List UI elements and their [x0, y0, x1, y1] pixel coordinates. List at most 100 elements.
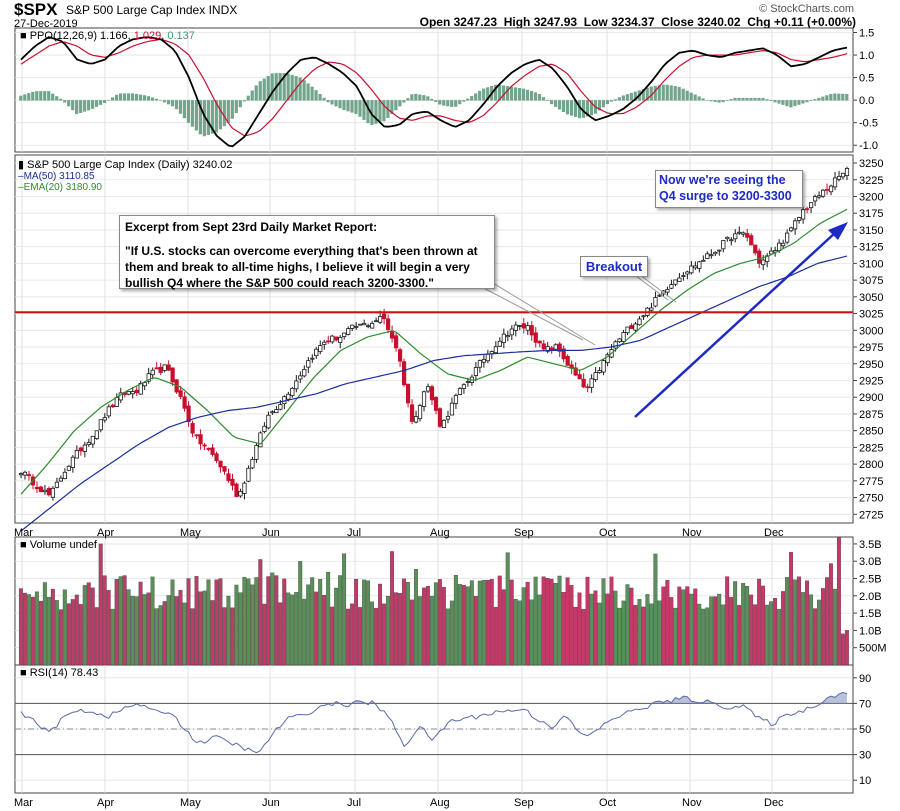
ppo-histogram-bar [617, 97, 621, 101]
volume-bar [433, 582, 438, 666]
y-tick-label: 3.0B [859, 556, 882, 568]
volume-bar [749, 594, 754, 666]
candle-body [685, 271, 690, 275]
ppo-histogram-bar [701, 98, 705, 101]
ppo-histogram-bar [426, 96, 430, 101]
ppo-histogram-bar [398, 100, 402, 107]
volume-bar [733, 581, 738, 666]
volume-bar [70, 599, 75, 666]
candle-body [717, 249, 722, 252]
ppo-histogram-bar [665, 84, 669, 101]
volume-bar [358, 607, 363, 666]
x-tick-label: Jun [262, 797, 280, 809]
candle-body [797, 217, 802, 221]
candle-body [46, 488, 52, 496]
ppo-histogram-bar [162, 100, 167, 103]
ppo-histogram-bar [434, 100, 438, 102]
ppo-histogram-bar [577, 100, 582, 119]
volume-bar [461, 585, 466, 666]
y-tick-label: 2850 [859, 426, 883, 438]
stockcharts-credit: © StockCharts.com [759, 3, 854, 15]
volume-bar [493, 606, 498, 666]
ppo-histogram-bar [138, 94, 143, 101]
candle-body [545, 346, 550, 352]
volume-bar [190, 608, 195, 666]
ppo-histogram-bar [769, 100, 773, 102]
volume-bar [581, 609, 586, 666]
q4-surge-line2: Q4 surge to 3200-3300 [659, 189, 792, 203]
ppo-histogram-bar [498, 84, 502, 101]
y-tick-label: 500M [859, 643, 887, 655]
y-tick-label: 0.0 [859, 95, 874, 107]
volume-bar [142, 594, 147, 666]
ppo-histogram-bar [681, 88, 685, 101]
candle-body [146, 373, 151, 382]
volume-bar [541, 576, 546, 666]
x-tick-label: May [180, 797, 201, 809]
volume-bar [441, 587, 446, 666]
ppo-histogram-bar [270, 73, 274, 101]
candle-body [330, 335, 335, 343]
ppo-histogram-bar [561, 100, 566, 113]
volume-bar [386, 595, 390, 666]
ppo-histogram-bar [158, 100, 163, 101]
candle-body [561, 348, 566, 360]
volume-bar [66, 603, 71, 666]
volume-bar [270, 572, 275, 666]
candle-body [150, 369, 155, 376]
ppo-histogram-bar [709, 100, 713, 102]
volume-bar [597, 602, 602, 666]
candle-body [693, 265, 698, 269]
y-tick-label: 1.0 [859, 50, 874, 62]
volume-legend-swatch: ■ [20, 539, 27, 551]
ppo-histogram-bar [35, 91, 39, 101]
volume-bar [154, 608, 159, 666]
ppo-histogram-bar [486, 87, 490, 101]
ppo-histogram-bar [330, 100, 334, 105]
ppo-histogram-bar [298, 77, 302, 101]
volume-bar [821, 588, 825, 666]
volume-bar [122, 575, 127, 666]
candle-body [393, 335, 399, 349]
candle-body [633, 323, 638, 331]
candle-body [130, 391, 135, 395]
ema20-legend-value: 3180.90 [65, 182, 102, 193]
volume-bar [569, 585, 574, 666]
candle-body [90, 435, 95, 445]
x-tick-label: Apr [97, 797, 114, 809]
ppo-histogram-bar [494, 84, 498, 101]
x-tick-label: Jun [262, 527, 280, 539]
volume-bar [673, 607, 678, 666]
y-tick-label: -0.5 [859, 118, 878, 130]
ppo-histogram-bar [749, 97, 753, 101]
ppo-histogram-bar [454, 100, 458, 107]
price-legend-swatch: ▮ [18, 159, 25, 171]
ppo-histogram-bar [374, 100, 378, 124]
y-tick-label: 1.5B [859, 608, 882, 620]
volume-bar [106, 590, 111, 666]
x-tick-label: Nov [682, 527, 702, 539]
candle-body [812, 196, 818, 202]
volume-bar [601, 578, 606, 666]
y-tick-label: 3.5B [859, 539, 882, 551]
volume-bar [214, 579, 219, 666]
x-tick-label: Apr [97, 527, 114, 539]
ticker-symbol: $SPX [14, 0, 58, 19]
ppo-histogram-bar [106, 99, 111, 101]
candle-body [142, 382, 147, 387]
candle-body [26, 474, 32, 477]
volume-bar [625, 584, 630, 666]
ppo-histogram-bar [541, 97, 546, 101]
candle-body [397, 349, 403, 362]
volume-bar [417, 596, 422, 666]
ppo-histogram-bar [362, 100, 366, 120]
candle-body [433, 397, 439, 411]
ppo-histogram-bar [110, 97, 115, 101]
y-tick-label: 2950 [859, 359, 883, 371]
volume-bar [78, 604, 83, 666]
volume-bar [577, 592, 582, 666]
price-legend-last: 3240.02 [192, 159, 233, 171]
candle-body [274, 409, 279, 414]
volume-bar [162, 601, 167, 666]
volume-bar [529, 599, 534, 666]
